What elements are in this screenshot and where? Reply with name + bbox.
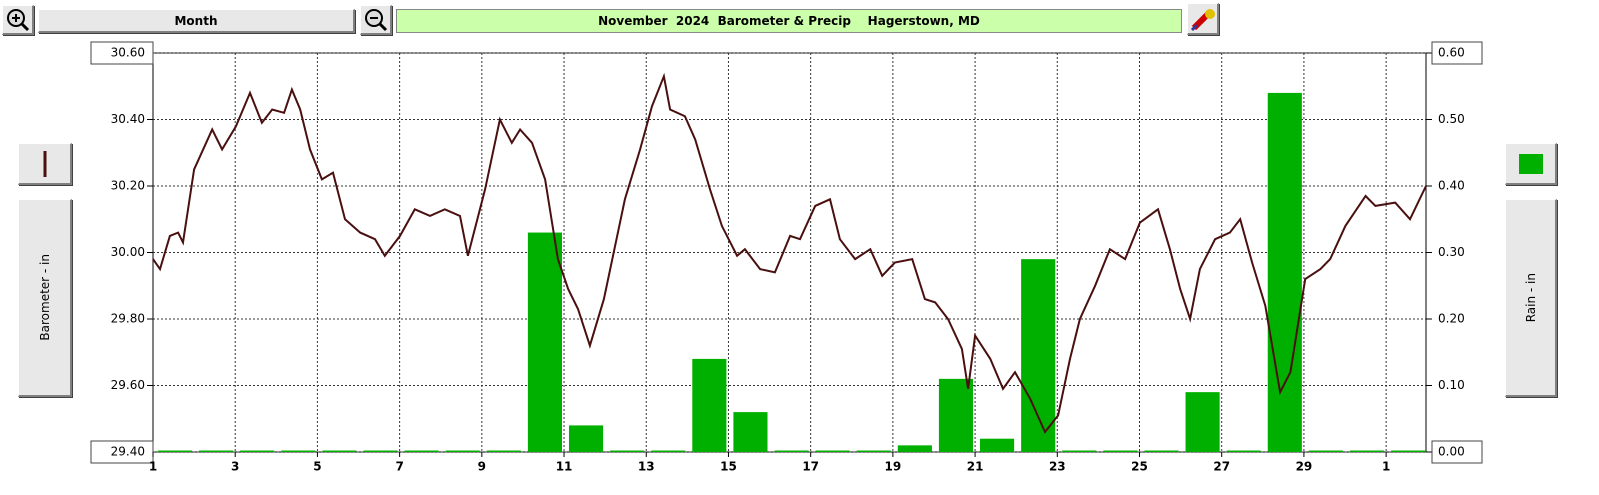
legend-swatch [43,150,46,177]
rain-bar [1349,450,1385,452]
zoom-in-button[interactable] [2,5,34,35]
y-tick-label: 29.60 [111,378,145,392]
y-tick-label: 30.40 [111,112,145,126]
rain-bar [1267,92,1302,453]
rain-bar [363,450,398,452]
rain-bar [980,438,1015,452]
rain-bar [815,450,850,452]
line-legend-button[interactable] [18,143,72,185]
x-tick-label: 27 [1213,460,1230,474]
y2-tick-label: 0.50 [1438,112,1465,126]
rain-bar [1021,259,1056,452]
x-tick-label: 3 [231,460,239,474]
rain-bar [199,450,234,452]
barometer-line [152,72,1427,434]
x-tick-label: 5 [313,460,321,474]
rain-bar [404,450,439,452]
rain-bar [856,450,891,452]
legend-box [1518,153,1543,174]
y2-axis-button[interactable]: Rain - in [1505,199,1557,397]
y-axis-title: Barometer - in [37,254,52,341]
y2-tick-label: 0.10 [1438,378,1465,392]
rain-bar [1226,450,1261,452]
rain-bar [651,450,686,452]
y2-tick-label: 0.00 [1438,445,1465,459]
rain-bar [1062,450,1097,452]
x-tick-label: 13 [638,460,655,474]
y-axis-button[interactable]: Barometer - in [18,199,72,397]
y2-tick-label: 0.60 [1438,46,1465,60]
zoom-out-icon [364,8,387,31]
x-tick-label: 23 [1049,460,1066,474]
rain-bar [897,445,932,452]
y-tick-label: 30.20 [111,179,145,193]
x-tick-label: 1 [1382,460,1390,474]
y2-tick-label: 0.20 [1438,312,1465,326]
x-tick-label: 9 [478,460,486,474]
x-tick-label: 11 [556,460,573,474]
period-button[interactable]: Month [38,9,355,33]
chart-title: November 2024 Barometer & Precip Hagerst… [396,9,1182,33]
y2-tick-label: 0.40 [1438,179,1465,193]
rain-bar [240,450,275,452]
y-label-box [90,41,154,65]
x-tick-label: 21 [967,460,984,474]
x-tick-label: 25 [1131,460,1148,474]
rain-bar [938,378,974,452]
rain-bar [1144,450,1179,452]
rain-bar [1308,450,1343,452]
rain-bar [281,450,316,452]
y2-axis-title: Rain - in [1523,272,1538,323]
rain-bar [568,425,604,452]
settings-button[interactable] [1187,3,1219,35]
y-tick-label: 29.80 [111,312,145,326]
rain-bar [322,450,357,452]
bar-legend-button[interactable] [1505,143,1557,185]
zoom-in-icon [6,8,29,31]
rain-bar [1391,450,1426,452]
rain-bar [486,450,521,452]
rain-bar [527,232,562,452]
zoom-out-button[interactable] [360,5,392,35]
y2-label-box [1431,440,1483,464]
rain-bar [610,450,645,452]
rain-bar [733,412,768,452]
x-tick-label: 15 [720,460,737,474]
y2-tick-label: 0.30 [1438,245,1465,259]
x-tick-label: 1 [149,460,157,474]
rain-bar [774,450,809,452]
y-tick-label: 30.00 [111,245,145,259]
x-tick-label: 17 [802,460,819,474]
x-tick-label: 29 [1296,460,1313,474]
rain-bar [1103,450,1138,452]
rain-bar [157,450,193,452]
settings-icon [1190,8,1215,31]
plot-area [152,52,1427,453]
rain-bar [692,358,727,452]
y2-label-box [1431,41,1483,65]
rain-bar [1185,392,1220,452]
y-label-box [90,440,154,464]
rain-bar [445,450,480,452]
x-tick-label: 19 [885,460,902,474]
y-tick-label: 29.40 [111,445,145,459]
y-tick-label: 30.60 [111,46,145,60]
legend-swatch [1518,153,1543,174]
x-tick-label: 7 [395,460,403,474]
